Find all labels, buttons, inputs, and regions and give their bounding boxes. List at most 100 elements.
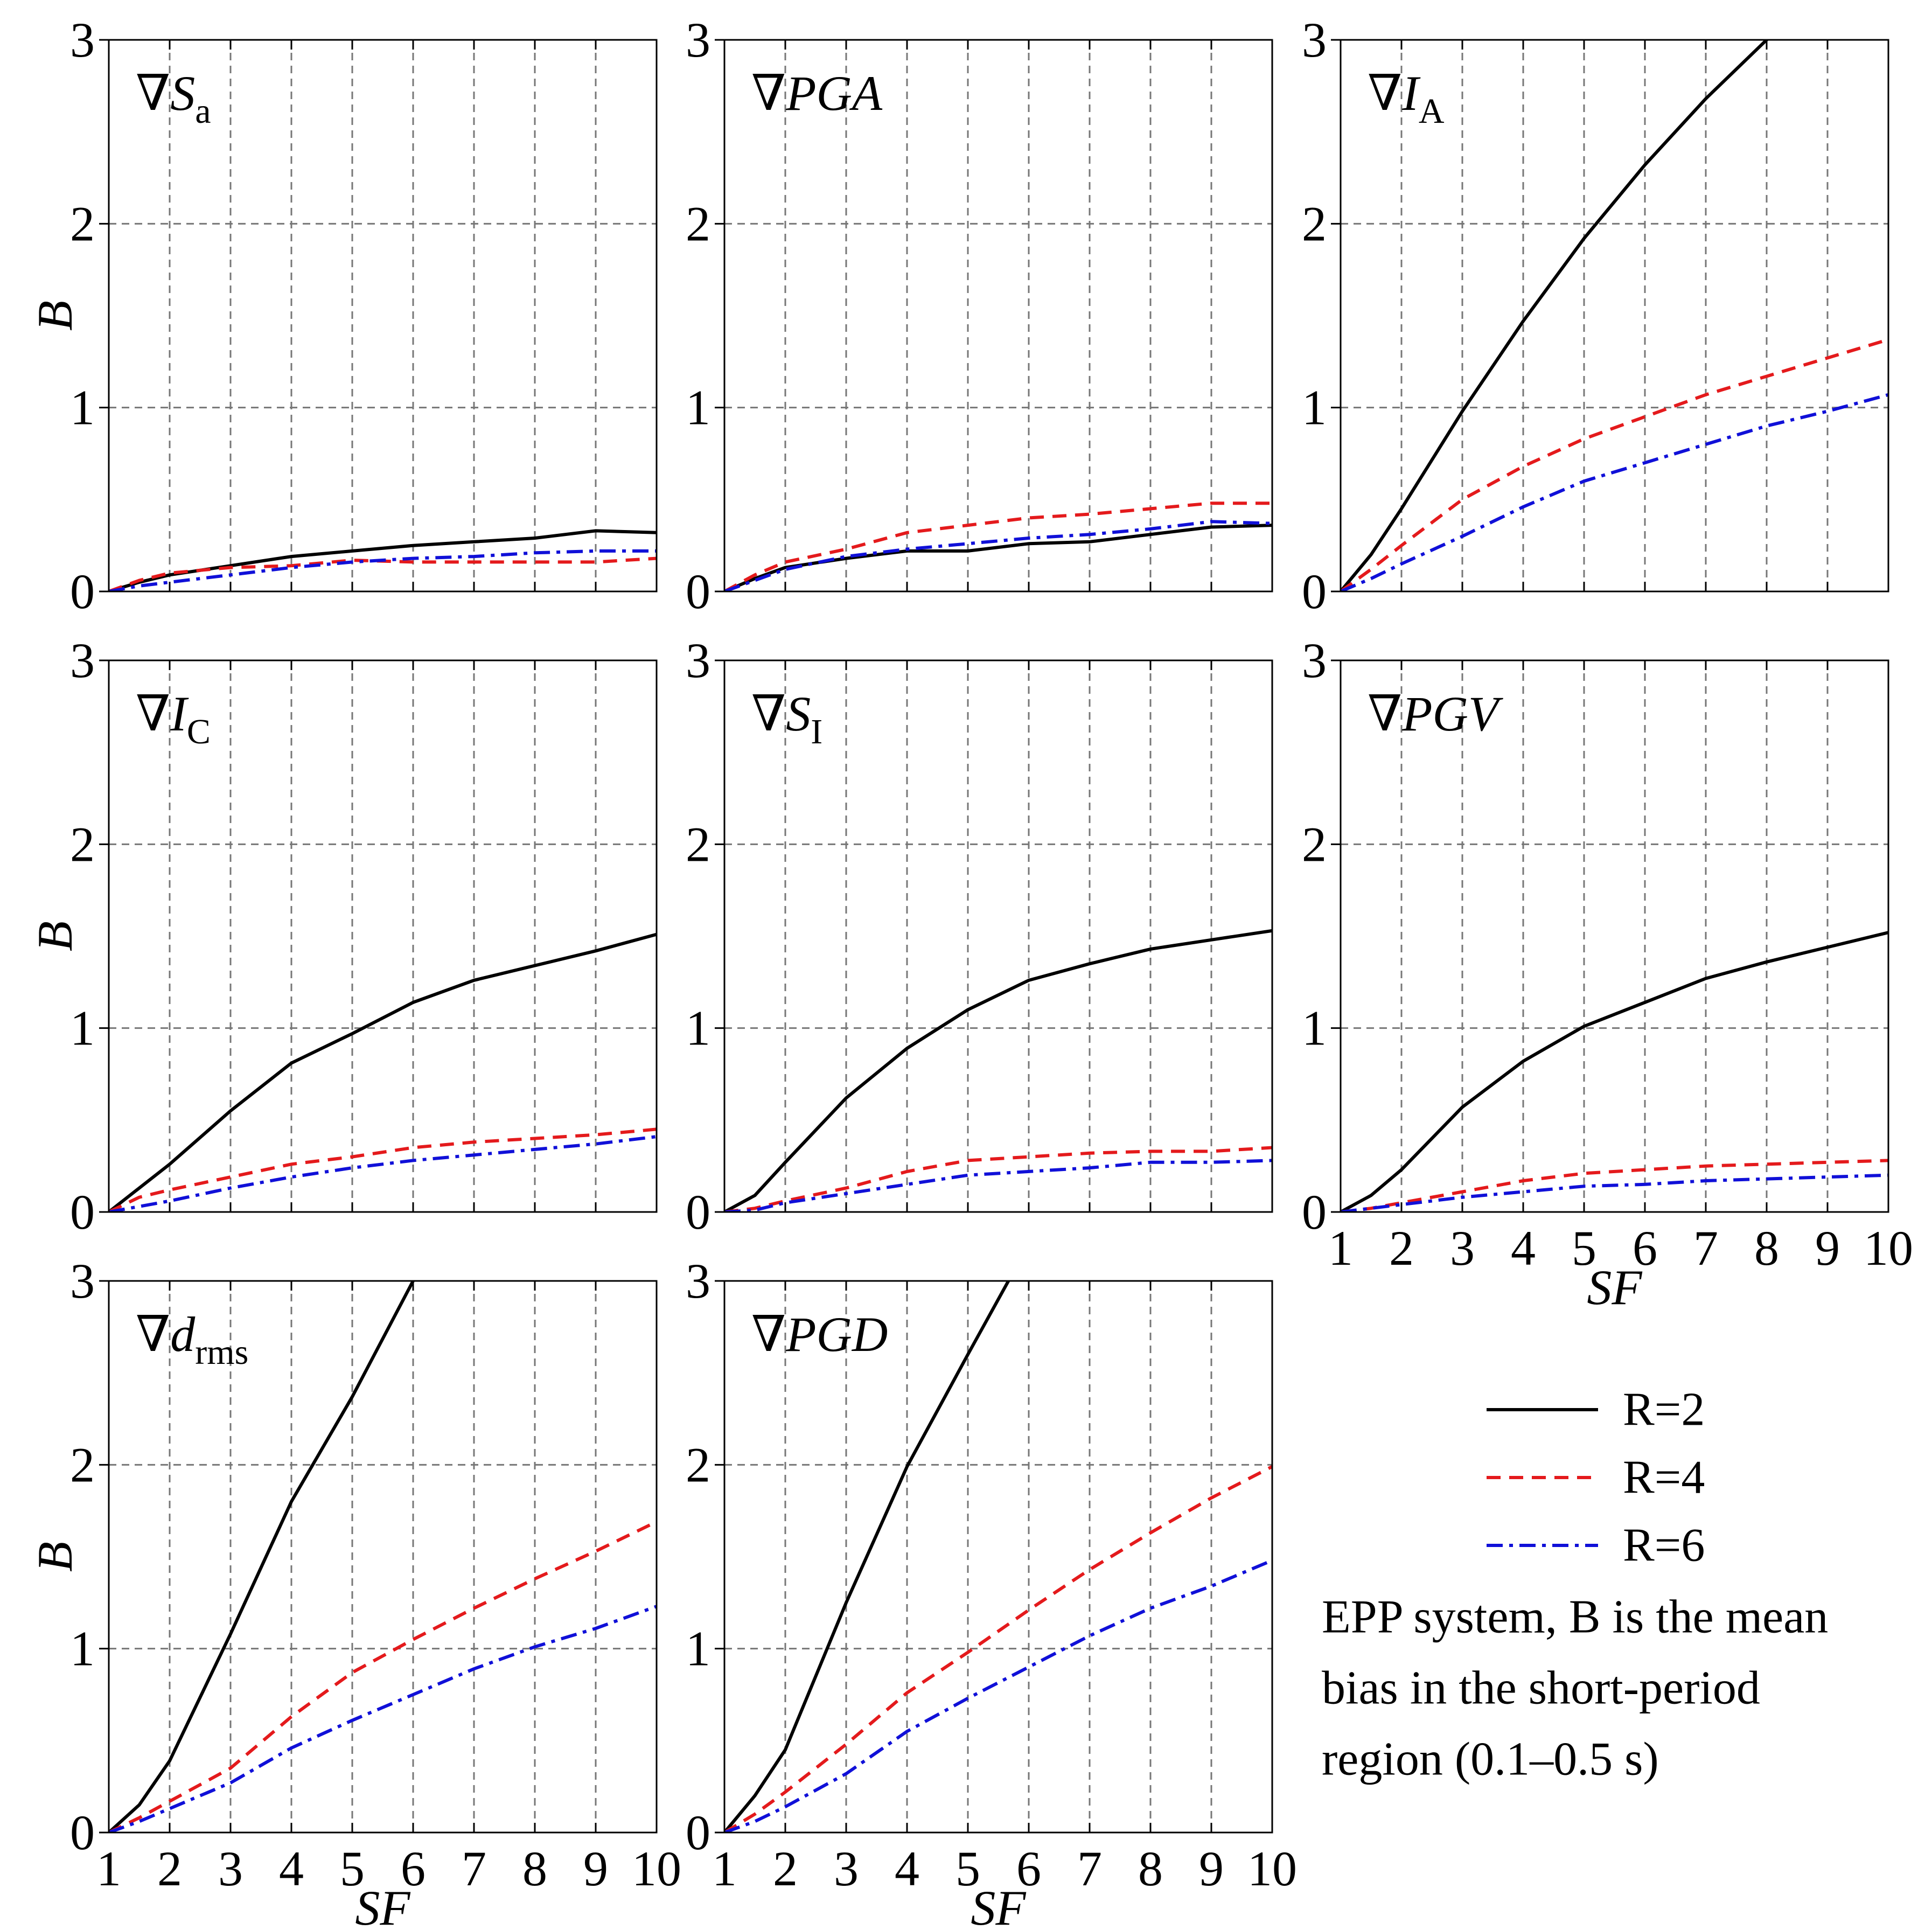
title-var: I <box>1401 66 1421 121</box>
y-tick-label: 0 <box>686 564 710 619</box>
y-tick-label: 3 <box>686 633 710 688</box>
title-var: d <box>170 1307 196 1362</box>
series-line <box>109 1281 415 1833</box>
plot-frame <box>723 39 1273 593</box>
y-tick-label: 1 <box>70 1001 95 1056</box>
series-line <box>1341 931 1888 1212</box>
plot-frame <box>108 1280 658 1834</box>
panel-title: ∇Sa <box>136 66 211 131</box>
x-tick-label: 4 <box>279 1841 304 1896</box>
series-line <box>109 556 657 591</box>
series-line <box>1341 338 1888 591</box>
x-tick-label: 3 <box>834 1841 859 1896</box>
title-symbol: ∇ <box>751 66 786 121</box>
title-symbol: ∇ <box>751 1307 786 1362</box>
title-symbol: ∇ <box>1368 66 1402 121</box>
y-tick-label: 1 <box>686 380 710 435</box>
series-line <box>724 1159 1272 1212</box>
y-tick-label: 3 <box>686 12 710 67</box>
title-sub: I <box>811 712 822 751</box>
y-tick-label: 2 <box>70 817 95 872</box>
y-tick-label: 0 <box>1302 1185 1327 1239</box>
y-axis-label: B <box>27 301 82 331</box>
y-tick-label: 3 <box>1302 12 1327 67</box>
x-tick-label: 7 <box>1077 1841 1102 1896</box>
plot-frame <box>108 659 658 1213</box>
y-tick-label: 3 <box>686 1253 710 1308</box>
x-tick-label: 10 <box>632 1841 681 1896</box>
series-line <box>109 1127 657 1212</box>
x-tick-label: 7 <box>462 1841 486 1896</box>
title-var: S <box>786 686 811 741</box>
series-line <box>724 1465 1272 1833</box>
title-sub: A <box>1419 92 1445 131</box>
panel: 0 1 2 3 ∇SI <box>686 633 1273 1239</box>
panel: 0 1 2 3 ∇IC B <box>27 633 658 1239</box>
series-line <box>109 1605 657 1833</box>
series-line <box>1341 40 1769 591</box>
y-tick-label: 3 <box>1302 633 1327 688</box>
x-tick-label: 4 <box>1511 1221 1536 1276</box>
title-var: I <box>170 686 189 741</box>
panel-title: ∇IA <box>1368 66 1445 131</box>
y-tick-label: 0 <box>70 1185 95 1239</box>
panel: 0 1 2 3 ∇PGA <box>686 12 1273 619</box>
y-tick-label: 2 <box>70 1437 95 1492</box>
x-tick-label: 5 <box>340 1841 365 1896</box>
x-tick-label: 3 <box>1450 1221 1475 1276</box>
y-axis-label: B <box>27 1542 82 1572</box>
y-tick-label: 1 <box>70 1621 95 1676</box>
x-tick-label: 10 <box>1247 1841 1297 1896</box>
series-line <box>1341 393 1888 591</box>
x-axis-label: SF <box>1587 1260 1642 1315</box>
x-tick-label: 1 <box>1328 1221 1353 1276</box>
series-line <box>724 520 1272 591</box>
panel: 0 1 2 3 ∇IA <box>1302 12 1889 619</box>
series-line <box>724 524 1272 591</box>
y-tick-label: 2 <box>1302 196 1327 251</box>
series-line <box>109 1520 657 1833</box>
y-tick-label: 2 <box>70 196 95 251</box>
legend-label: R=6 <box>1623 1520 1705 1572</box>
y-tick-label: 1 <box>70 380 95 435</box>
x-tick-label: 10 <box>1864 1221 1913 1276</box>
x-tick-label: 8 <box>522 1841 547 1896</box>
title-sub: C <box>187 712 211 751</box>
x-tick-label: 9 <box>583 1841 608 1896</box>
legend-label: R=4 <box>1623 1452 1705 1504</box>
title-symbol: ∇ <box>136 66 170 121</box>
x-tick-label: 9 <box>1199 1841 1224 1896</box>
series-line <box>724 1559 1272 1833</box>
y-tick-label: 3 <box>70 12 95 67</box>
x-tick-label: 6 <box>1633 1221 1657 1276</box>
note-line: EPP system, B is the mean <box>1322 1591 1828 1643</box>
y-tick-label: 0 <box>686 1185 710 1239</box>
series-line <box>724 501 1272 591</box>
panel-title: ∇PGV <box>1368 686 1504 741</box>
x-tick-label: 4 <box>895 1841 919 1896</box>
x-tick-label: 5 <box>1572 1221 1596 1276</box>
title-var: S <box>170 66 195 121</box>
plot-frame <box>108 39 658 593</box>
title-var: PGV <box>1401 686 1504 741</box>
title-symbol: ∇ <box>136 1307 170 1362</box>
x-tick-label: 2 <box>773 1841 798 1896</box>
x-tick-label: 9 <box>1815 1221 1840 1276</box>
series-line <box>109 549 657 591</box>
title-var: PGD <box>785 1307 888 1362</box>
title-var: PGA <box>785 66 883 121</box>
x-tick-label: 8 <box>1138 1841 1163 1896</box>
series-line <box>109 932 657 1212</box>
panel-title: ∇PGD <box>751 1307 888 1362</box>
y-axis-label: B <box>27 921 82 951</box>
y-tick-label: 3 <box>70 1253 95 1308</box>
y-tick-label: 2 <box>686 196 710 251</box>
y-tick-label: 2 <box>686 817 710 872</box>
plot-frame <box>1340 659 1889 1213</box>
panel-title: ∇IC <box>136 686 211 751</box>
